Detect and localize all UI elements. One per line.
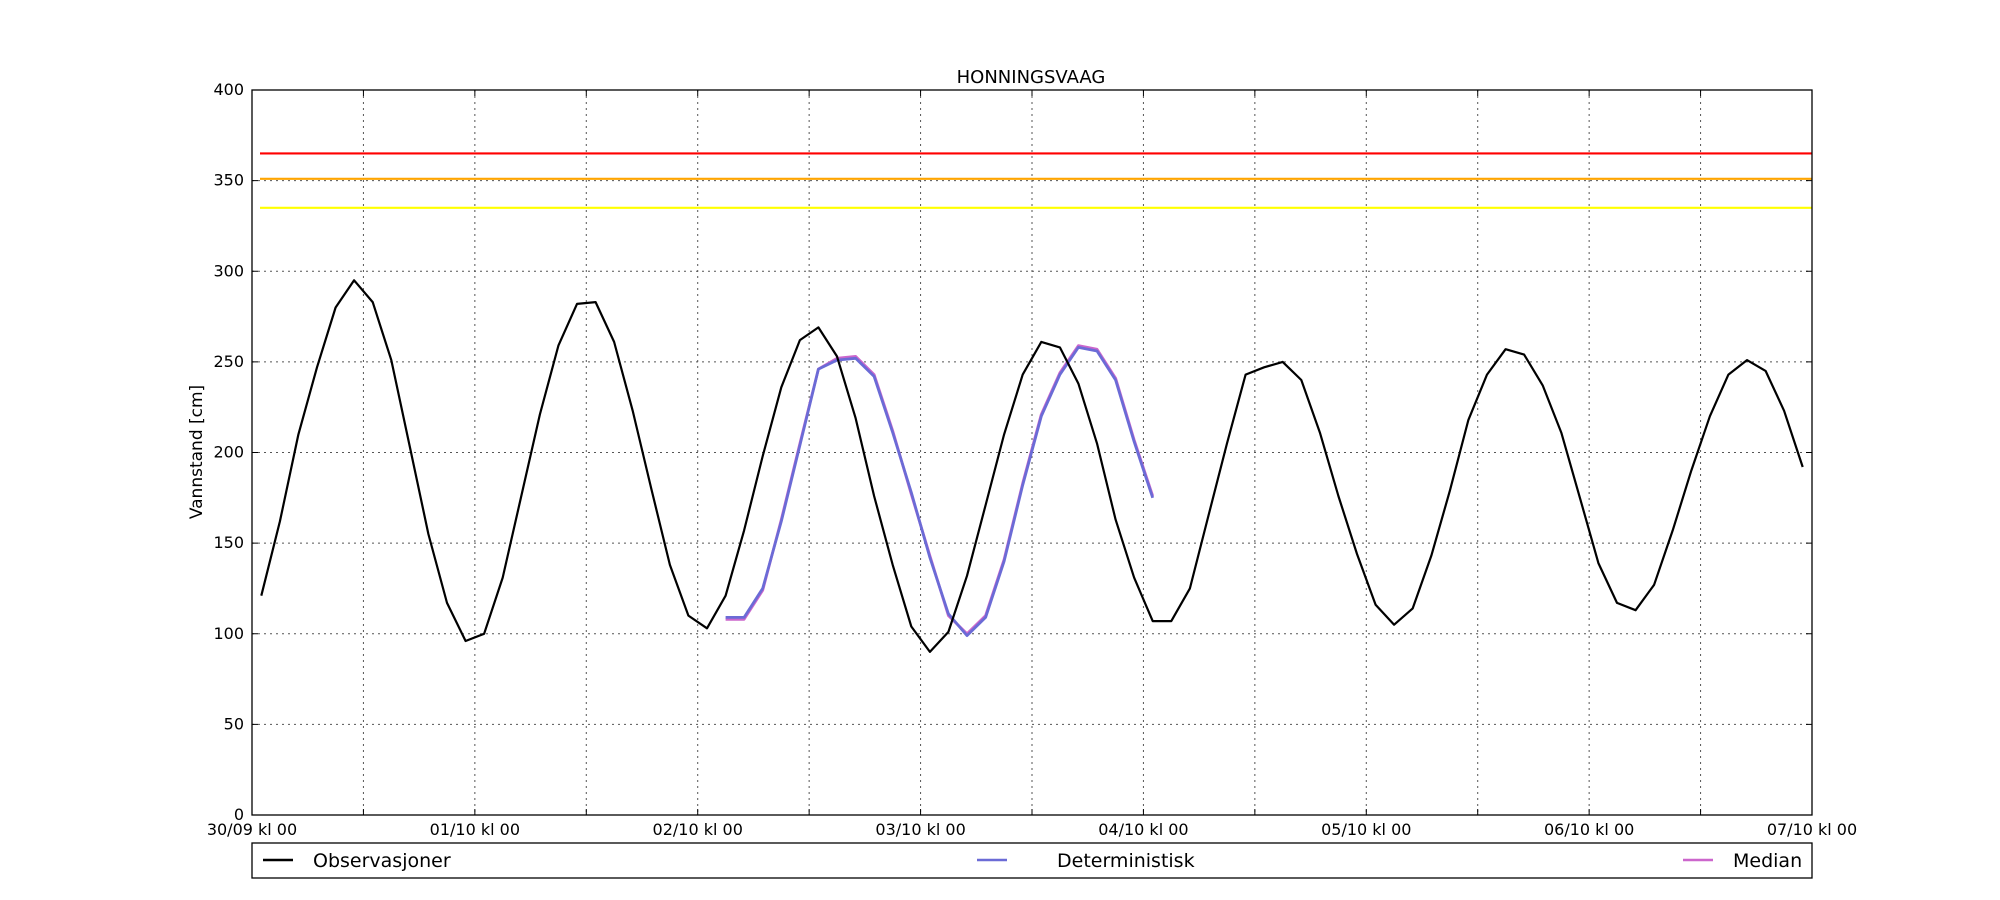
- x-tick-label: 30/09 kl 00: [207, 820, 297, 839]
- series-line-deterministisk: [725, 345, 1155, 637]
- y-tick-label: 400: [213, 80, 244, 99]
- y-tick-label: 50: [224, 714, 244, 733]
- axis-ticks: 0 50 100 150 200 250 300 350 400 30/09 kl 00 01/10…: [207, 80, 1857, 839]
- legend-label: Median: [1733, 850, 1802, 872]
- legend: Observasjoner Deterministisk Median: [251, 842, 1813, 879]
- chart-title: HONNINGSVAAG: [957, 67, 1106, 88]
- x-tick-label: 04/10 kl 00: [1098, 820, 1188, 839]
- x-tick-label: 07/10 kl 00: [1767, 820, 1857, 839]
- y-tick-label: 350: [213, 171, 244, 190]
- y-axis-label: Vannstand [cm]: [187, 385, 207, 519]
- x-tick-label: 01/10 kl 00: [430, 820, 520, 839]
- y-tick-label: 150: [213, 533, 244, 552]
- y-tick-label: 200: [213, 443, 244, 462]
- y-tick-label: 250: [213, 352, 244, 371]
- y-tick-label: 100: [213, 624, 244, 643]
- x-tick-label: 05/10 kl 00: [1321, 820, 1411, 839]
- legend-label: Observasjoner: [313, 850, 451, 872]
- x-tick-label: 03/10 kl 00: [875, 820, 965, 839]
- legend-frame: [251, 842, 1813, 879]
- y-tick-label: 0: [234, 805, 244, 824]
- grid: [252, 90, 1812, 815]
- y-tick-label: 300: [213, 261, 244, 280]
- series-lines: [260, 279, 1804, 654]
- threshold-lines: [260, 152, 1812, 209]
- legend-label: Deterministisk: [1057, 850, 1195, 872]
- series-line-observasjoner: [260, 279, 1804, 654]
- x-tick-label: 02/10 kl 00: [653, 820, 743, 839]
- x-tick-label: 06/10 kl 00: [1544, 820, 1634, 839]
